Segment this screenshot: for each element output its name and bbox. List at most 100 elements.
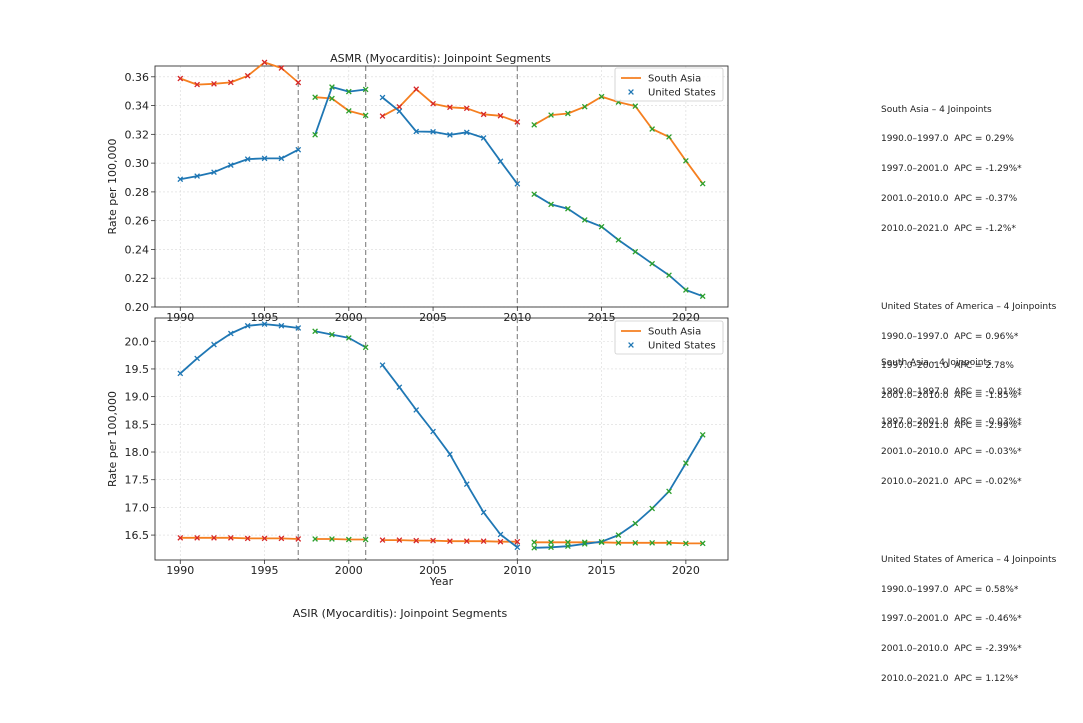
annotation-line: 1990.0–1997.0 APC = -0.01%* bbox=[881, 387, 1022, 398]
y-tick-label: 20.0 bbox=[125, 335, 150, 348]
south-asia-point bbox=[194, 534, 200, 541]
annotation-line: 1990.0–1997.0 APC = 0.58%* bbox=[881, 584, 1019, 595]
united-states-point bbox=[615, 532, 622, 538]
y-axis-label: Rate per 100,000 bbox=[106, 391, 119, 487]
annotation-line: 2001.0–2010.0 APC = -1.85%* bbox=[881, 391, 1022, 401]
united-states-point bbox=[531, 191, 538, 198]
annotation-line: 2010.0–2021.0 APC = -1.2%* bbox=[881, 223, 1016, 234]
united-states-point bbox=[261, 321, 268, 327]
asir-plot: 1990 1995 2000 2005 2010 2015 2020 16.5 17.0 17.5… bbox=[106, 317, 729, 588]
south-asia-segment-line bbox=[315, 538, 366, 541]
legend-box bbox=[614, 320, 724, 355]
south-asia-point bbox=[430, 537, 436, 544]
united-states-point bbox=[379, 362, 386, 368]
south-asia-point bbox=[211, 80, 217, 87]
united-states-segment-line bbox=[314, 86, 366, 136]
united-states-point bbox=[581, 217, 588, 223]
south-asia-point bbox=[649, 539, 656, 546]
asir-annotation-united-states: United States of America – 4 Joinpoints … bbox=[881, 536, 1056, 704]
asir-annotation-panel: South Asia – 4 Joinpoints 1990.0–1997.0 … bbox=[881, 319, 1056, 723]
united-states-point bbox=[362, 86, 369, 93]
united-states-point bbox=[177, 176, 184, 183]
annotation-line: 2010.0–2021.0 APC = 1.12%* bbox=[881, 673, 1019, 684]
south-asia-point bbox=[329, 536, 335, 542]
y-tick-label: 19.5 bbox=[125, 363, 150, 376]
south-asia-point bbox=[514, 119, 521, 125]
asmr-annotation-south-asia: South Asia – 4 Joinpoints 1990.0–1997.0 … bbox=[881, 86, 1056, 254]
united-states-point bbox=[447, 451, 453, 458]
south-asia-point bbox=[480, 538, 487, 545]
united-states-point bbox=[227, 162, 234, 168]
south-asia-point bbox=[211, 534, 217, 541]
united-states-point bbox=[329, 84, 335, 90]
united-states-point bbox=[211, 169, 217, 176]
plot-frame bbox=[154, 65, 729, 308]
south-asia-point bbox=[463, 538, 470, 545]
y-tick-label: 0.32 bbox=[125, 128, 150, 141]
annotation-line: 2010.0–2021.0 APC = -2.99%* bbox=[881, 420, 1022, 431]
x-tick-label: 2010 bbox=[503, 311, 531, 324]
south-asia-point bbox=[413, 86, 420, 93]
asmr-plot: 1990 1995 2000 2005 2010 2015 20200.200.220.24… bbox=[106, 52, 729, 324]
south-asia-point bbox=[362, 536, 369, 543]
south-asia-segment-line bbox=[315, 96, 366, 117]
south-asia-point bbox=[548, 112, 554, 118]
joinpoint-figure: 1990 1995 2000 2005 2010 2015 2020 0.20 0.22 0.24… bbox=[106, 52, 729, 588]
south-asia-point bbox=[379, 113, 386, 119]
south-asia-point bbox=[666, 539, 672, 546]
united-states-point bbox=[480, 135, 487, 141]
south-asia-point bbox=[548, 539, 554, 546]
united-states-point bbox=[548, 544, 554, 551]
south-asia-point bbox=[497, 112, 504, 119]
south-asia-point bbox=[396, 537, 403, 543]
y-tick-label: 17.5 bbox=[125, 474, 150, 487]
united-states-point bbox=[329, 331, 335, 338]
x-tick-label: 2010 bbox=[503, 564, 531, 577]
x-tick-label: 1990 bbox=[166, 311, 194, 324]
annotation-line: 1997.0–2001.0 APC = -0.46%* bbox=[881, 614, 1022, 625]
united-states-point bbox=[683, 287, 689, 293]
x-tick-label: 1995 bbox=[251, 311, 279, 324]
south-asia-point bbox=[699, 180, 706, 187]
asir-annotation-south-asia: South Asia – 4 Joinpoints 1990.0–1997.0 … bbox=[881, 339, 1056, 507]
x-tick-label: 2020 bbox=[672, 564, 700, 577]
south-asia-point bbox=[514, 538, 521, 545]
united-states-point bbox=[194, 355, 200, 362]
south-asia-point bbox=[345, 536, 352, 543]
south-asia-point bbox=[329, 95, 335, 102]
annotation-line: 1990.0–1997.0 APC = 0.29% bbox=[881, 134, 1014, 145]
united-states-point bbox=[649, 505, 656, 512]
legend-label-south-asia: South Asia bbox=[648, 327, 701, 338]
united-states-point bbox=[666, 272, 672, 279]
south-asia-point bbox=[177, 534, 184, 541]
y-tick-label: 0.26 bbox=[125, 215, 150, 228]
legend-marker-united-states bbox=[628, 89, 634, 95]
annotation-line: United States of America – 4 Joinpoints bbox=[881, 301, 1057, 312]
x-tick-label: 1990 bbox=[166, 564, 194, 577]
united-states-point bbox=[413, 407, 420, 413]
united-states-segment-line bbox=[533, 193, 704, 298]
united-states-point bbox=[261, 155, 268, 162]
united-states-point bbox=[447, 132, 453, 138]
united-states-point bbox=[615, 237, 622, 243]
united-states-segment-line bbox=[381, 96, 519, 185]
south-asia-point bbox=[295, 79, 302, 86]
legend-label-united-states: United States bbox=[648, 88, 716, 99]
united-states-segment-line bbox=[179, 323, 299, 375]
south-asia-point bbox=[430, 100, 436, 107]
legend-box bbox=[614, 67, 724, 102]
asir-chart-title: ASIR (Myocarditis): Joinpoint Segments bbox=[292, 607, 508, 620]
x-tick-label: 2005 bbox=[419, 564, 447, 577]
y-tick-label: 0.20 bbox=[125, 301, 150, 314]
south-asia-point bbox=[396, 104, 403, 110]
south-asia-point bbox=[598, 93, 605, 100]
y-tick-label: 17.0 bbox=[125, 501, 150, 514]
united-states-point bbox=[497, 158, 504, 165]
annotation-line: 2001.0–2010.0 APC = -0.37% bbox=[881, 193, 1018, 204]
united-states-point bbox=[227, 330, 234, 337]
chart-legend: South Asia United States bbox=[614, 320, 724, 355]
united-states-point bbox=[666, 488, 672, 495]
united-states-point bbox=[345, 88, 352, 95]
united-states-point bbox=[598, 223, 605, 230]
united-states-point bbox=[463, 129, 470, 136]
